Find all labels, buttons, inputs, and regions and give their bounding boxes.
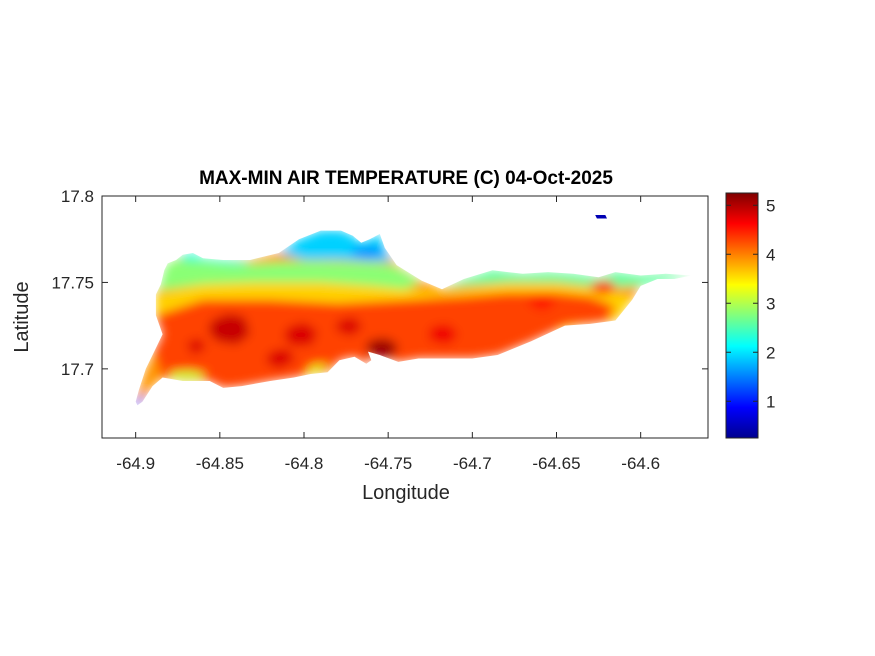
temperature-region	[336, 317, 363, 336]
colorbar-tick-label: 2	[766, 343, 775, 362]
temperature-region	[278, 230, 392, 262]
x-tick-label: -64.8	[285, 454, 324, 473]
x-axis: -64.9 -64.85 -64.8 -64.75 -64.7 -64.65 -64.6	[116, 196, 660, 473]
temperature-region	[590, 280, 618, 295]
temperature-region	[208, 313, 251, 345]
temperature-region	[169, 370, 207, 380]
y-tick-label: 17.75	[51, 273, 94, 292]
y-axis-label: Latitude	[11, 281, 33, 352]
temperature-region	[527, 292, 557, 312]
colorbar-tick-label: 3	[766, 294, 775, 313]
colorbar-ticks: 1 2 3 4 5	[726, 196, 775, 411]
temperature-region	[351, 246, 385, 259]
chart-title: MAX-MIN AIR TEMPERATURE (C) 04-Oct-2025	[199, 168, 613, 189]
x-tick-label: -64.6	[621, 454, 660, 473]
x-tick-label: -64.7	[453, 454, 492, 473]
temperature-region	[283, 322, 318, 347]
temperature-region	[135, 393, 146, 406]
temperature-region	[155, 260, 422, 295]
temperature-region	[186, 337, 207, 355]
temperature-region	[442, 270, 692, 290]
x-axis-label: Longitude	[362, 482, 450, 504]
temperature-region	[304, 363, 330, 374]
x-tick-label: -64.65	[532, 454, 580, 473]
islet	[595, 215, 607, 219]
colorbar-tick-label: 4	[766, 245, 775, 264]
temperature-region	[428, 323, 459, 345]
colorbar-tick-label: 5	[766, 196, 775, 215]
temperature-region	[366, 337, 399, 359]
x-tick-label: -64.75	[364, 454, 412, 473]
temperature-map	[135, 215, 692, 406]
colorbar-tick-label: 1	[766, 392, 775, 411]
colorbar	[725, 192, 759, 439]
y-axis: 17.7 17.75 17.8	[51, 187, 708, 379]
y-tick-label: 17.8	[61, 187, 94, 206]
y-tick-label: 17.7	[61, 360, 94, 379]
temperature-region	[265, 348, 296, 369]
plot-axes-box	[101, 195, 709, 439]
x-tick-label: -64.9	[116, 454, 155, 473]
x-tick-label: -64.85	[196, 454, 244, 473]
